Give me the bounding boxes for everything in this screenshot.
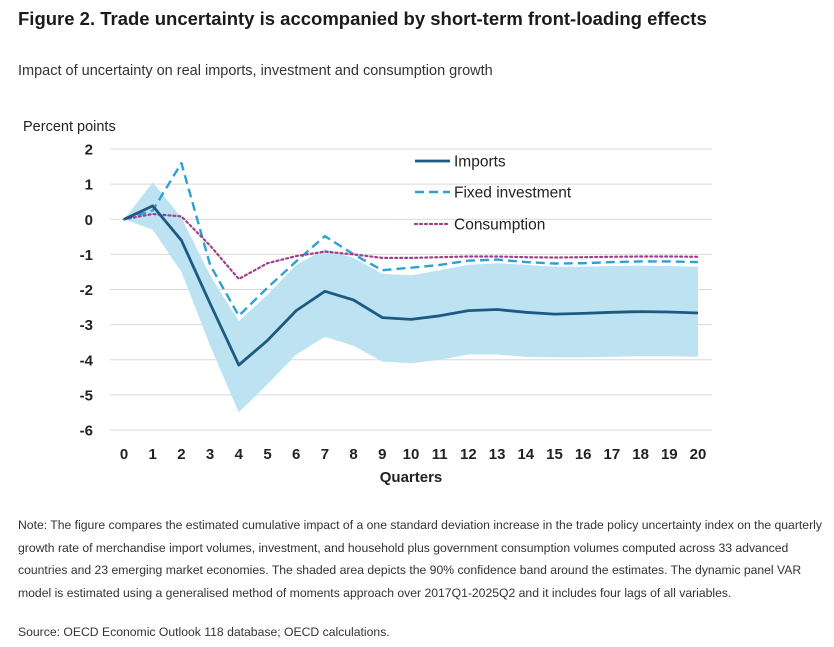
x-axis-ticks: 0 1 2 3 4 5 6 7 8 9 10 11 12 13 14 15 16 17 18 19 20 — [120, 446, 707, 463]
series-line-fixed-investment — [123, 161, 699, 317]
series-line-imports — [123, 204, 699, 367]
x-tick-label: 7 — [321, 446, 329, 463]
x-axis-label: Quarters — [380, 469, 443, 486]
x-tick-label: 3 — [206, 446, 214, 463]
x-tick-label: 0 — [120, 446, 128, 463]
legend-label: Fixed investment — [454, 185, 572, 202]
x-tick-label: 12 — [460, 446, 477, 463]
x-tick-label: 6 — [292, 446, 300, 463]
x-tick-label: 19 — [661, 446, 678, 463]
x-tick-label: 2 — [177, 446, 185, 463]
y-tick-label: 2 — [85, 142, 93, 159]
y-tick-label: -2 — [80, 282, 93, 299]
x-tick-label: 11 — [432, 446, 448, 463]
x-tick-label: 8 — [349, 446, 357, 463]
y-axis-label: Percent points — [23, 119, 116, 135]
x-tick-label: 4 — [235, 446, 244, 463]
series-lines — [122, 161, 700, 367]
series-line-consumption — [122, 212, 700, 281]
x-tick-label: 15 — [546, 446, 563, 463]
x-tick-label: 1 — [149, 446, 157, 463]
x-tick-label: 16 — [575, 446, 592, 463]
x-tick-label: 18 — [632, 446, 649, 463]
y-axis-ticks: 2 1 0 -1 -2 -3 -4 -5 -6 — [80, 142, 94, 440]
figure-title: Figure 2. Trade uncertainty is accompani… — [18, 8, 707, 29]
figure-source: Source: OECD Economic Outlook 118 databa… — [18, 625, 390, 639]
line-chart: 210-1-2-3-4-5-6 0 1 2 3 4 5 6 7 8 9 10 11 12 13 14 15 16… — [80, 142, 712, 486]
legend: Imports Fixed investment Consumption — [413, 154, 572, 234]
x-tick-label: 14 — [517, 446, 534, 463]
figure-note: Note: The figure compares the estimated … — [18, 518, 822, 600]
y-tick-label: -1 — [80, 247, 93, 264]
figure-subtitle: Impact of uncertainty on real imports, i… — [18, 63, 493, 79]
x-tick-label: 20 — [690, 446, 707, 463]
x-tick-label: 17 — [604, 446, 621, 463]
legend-label: Imports — [454, 154, 506, 171]
confidence-band-layer — [124, 182, 698, 413]
x-tick-label: 13 — [489, 446, 506, 463]
y-tick-label: -3 — [80, 317, 93, 334]
y-tick-label: -5 — [80, 387, 93, 404]
y-tick-label: -6 — [80, 423, 93, 440]
x-tick-label: 9 — [378, 446, 386, 463]
y-tick-label: 1 — [85, 177, 93, 194]
x-tick-label: 10 — [403, 446, 420, 463]
confidence-band — [124, 182, 698, 413]
y-tick-label: -4 — [80, 352, 94, 369]
x-tick-label: 5 — [263, 446, 271, 463]
legend-label: Consumption — [454, 217, 545, 234]
y-tick-label: 0 — [85, 212, 93, 229]
